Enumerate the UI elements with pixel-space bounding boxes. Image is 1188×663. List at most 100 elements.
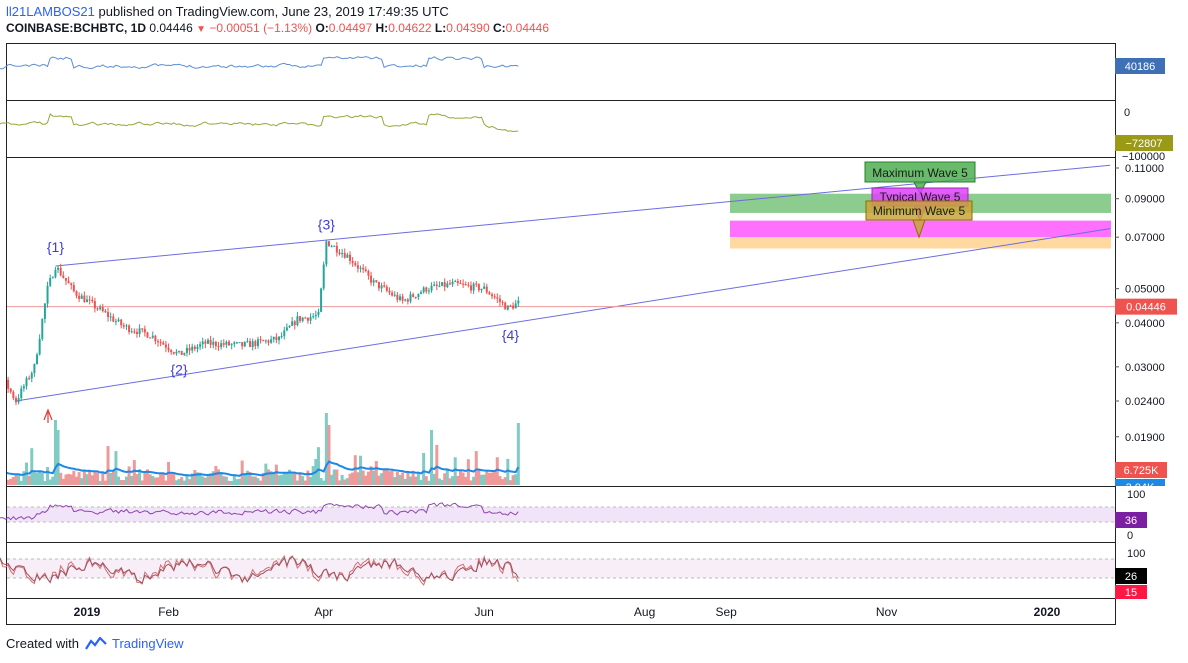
candle-body <box>201 341 204 345</box>
candle-body <box>36 354 39 364</box>
rsi-pane[interactable]: 100 0 36 <box>0 489 1147 542</box>
volume-bar <box>477 470 481 485</box>
volume-bar <box>209 473 213 485</box>
price-tick-label: 0.04000 <box>1125 318 1165 330</box>
candle-body <box>141 328 144 330</box>
volume-bar <box>403 478 407 485</box>
candle-body <box>264 340 267 342</box>
candle-body <box>285 327 288 331</box>
volume-bar <box>293 473 297 485</box>
trendline[interactable] <box>15 228 1111 402</box>
candle-body <box>259 339 262 341</box>
volume-bar <box>416 472 420 485</box>
volume-bar <box>111 470 115 485</box>
candle-body <box>325 241 328 265</box>
volume-bar <box>88 470 92 485</box>
tradingview-link[interactable]: TradingView <box>112 636 184 651</box>
volume-bar <box>230 480 234 485</box>
volume-value-label: 6.725K <box>1124 465 1160 477</box>
author-name[interactable]: ll21LAMBOS21 <box>6 4 95 19</box>
stoch-pane[interactable]: 100 26 15 <box>0 548 1147 599</box>
wave-label[interactable]: {4} <box>502 327 519 343</box>
candle-body <box>385 286 388 291</box>
volume-bar <box>422 452 426 485</box>
candle-body <box>64 277 67 281</box>
volume-bar <box>64 474 68 485</box>
ad-line <box>0 113 519 133</box>
candle-body <box>49 278 52 286</box>
volume-bar <box>156 477 160 485</box>
candle-body <box>130 331 133 333</box>
target-callout[interactable] <box>865 200 973 221</box>
target-callout[interactable] <box>864 161 976 183</box>
volume-bar <box>193 469 197 485</box>
candle-body <box>327 241 330 247</box>
volume-bar <box>514 474 518 485</box>
volume-bar <box>382 469 386 485</box>
rsi-value-label: 36 <box>1125 515 1137 527</box>
candle-body <box>309 316 312 321</box>
volume-bar <box>169 472 173 485</box>
volume-bar <box>364 475 368 485</box>
created-with-text: Created with <box>6 636 79 651</box>
wave-label[interactable]: {3} <box>318 217 335 233</box>
price-tick-label: 0.01900 <box>1125 432 1165 444</box>
candle-body <box>483 286 486 289</box>
candle-body <box>493 296 496 298</box>
low-value: 0.04390 <box>446 21 490 35</box>
last-price: 0.04446 <box>149 21 193 35</box>
candle-body <box>338 252 341 254</box>
volume-bar <box>469 480 473 485</box>
time-tick-label: Jun <box>474 605 493 619</box>
candle-body <box>349 254 352 261</box>
candle-body <box>296 316 299 326</box>
candle-body <box>228 341 231 346</box>
price-axis[interactable]: 0.11000 0.09000 0.07000 0.05000 0.04000 0.030… <box>1115 163 1165 444</box>
volume-bar <box>98 480 102 485</box>
volume-bar <box>188 479 192 485</box>
ad-pane[interactable]: 0 −100000 −72807 <box>0 107 1173 163</box>
volume-bar <box>90 475 94 485</box>
candle-body <box>470 285 472 291</box>
volume-bar <box>46 467 50 485</box>
candle-body <box>312 316 315 318</box>
candle-body <box>2 377 4 378</box>
wave-label[interactable]: {1} <box>47 239 64 255</box>
candle-body <box>388 290 391 293</box>
volume-bar <box>153 477 157 485</box>
candle-body <box>372 280 375 283</box>
time-axis[interactable]: 2019 Feb Apr Jun Aug Sep Nov 2020 <box>74 605 1061 619</box>
wave-label[interactable]: {2} <box>170 362 187 378</box>
candle-body <box>304 317 307 319</box>
candle-body <box>509 305 512 307</box>
obv-pane[interactable]: 40186 <box>0 56 1165 85</box>
volume-bar <box>506 458 510 485</box>
volume-bar <box>288 469 292 485</box>
wave-labels[interactable]: {1} {2} {3} {4} <box>47 217 519 378</box>
tradingview-logo-icon <box>84 637 107 650</box>
volume-bar <box>101 471 105 485</box>
volume-bar <box>48 479 52 485</box>
volume-ma-badge <box>1115 479 1165 486</box>
candle-body <box>206 339 209 344</box>
volume-bar <box>138 469 142 485</box>
candle-body <box>225 341 228 345</box>
candle-body <box>317 311 320 315</box>
volume-bar <box>269 471 273 485</box>
candle-body <box>151 335 154 338</box>
volume-bar <box>322 480 326 485</box>
volume-bar <box>451 476 455 485</box>
volume-bar <box>480 474 484 485</box>
candle-body <box>362 267 365 270</box>
volume-bar <box>61 478 65 485</box>
volume-bar <box>201 476 205 485</box>
candle-body <box>164 344 167 348</box>
candle-body <box>306 317 309 321</box>
volume-bar <box>316 447 320 485</box>
candle-body <box>204 341 207 344</box>
candle-body <box>275 336 278 341</box>
target-zone[interactable] <box>730 237 1111 249</box>
